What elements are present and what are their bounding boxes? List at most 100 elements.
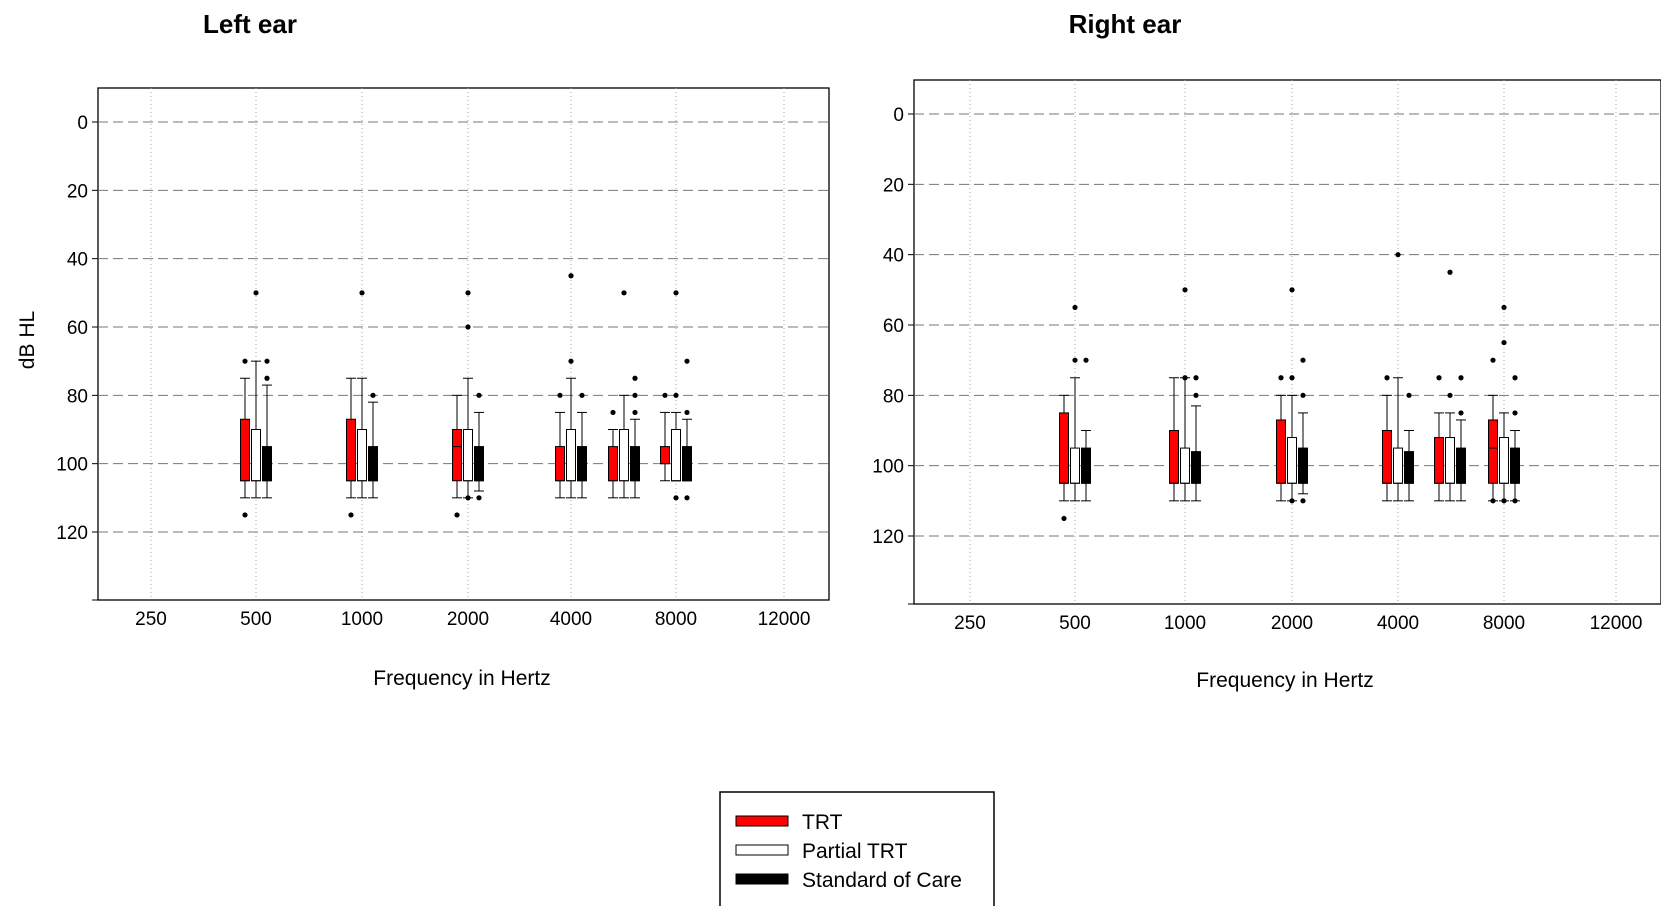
outlier-point	[465, 495, 471, 501]
legend-swatch-partial-trt	[735, 844, 789, 856]
box-body	[1169, 430, 1179, 484]
outlier-point	[1384, 375, 1390, 381]
x-axis-label-right: Frequency in Hertz	[1196, 669, 1373, 692]
y-tick-label: 40	[67, 250, 88, 271]
box-body	[368, 446, 378, 482]
outlier-point	[662, 392, 668, 398]
chart-title-right: Right ear	[1069, 9, 1182, 39]
box-body	[1499, 437, 1509, 484]
x-tick-label: 2000	[447, 609, 489, 630]
outlier-point	[579, 392, 585, 398]
outlier-point	[632, 392, 638, 398]
outlier-point	[1061, 515, 1067, 522]
y-tick-label: 20	[883, 175, 904, 196]
y-tick-label: 20	[67, 181, 88, 202]
outlier-point	[253, 290, 259, 296]
outlier-point	[568, 273, 574, 279]
box-body	[346, 418, 356, 482]
legend-frame	[719, 791, 995, 906]
outlier-point	[1406, 392, 1412, 398]
outlier-point	[557, 392, 563, 398]
box-body	[1191, 451, 1201, 484]
outlier-point	[348, 512, 354, 518]
x-tick-label: 250	[135, 609, 167, 630]
box-body	[1382, 430, 1392, 484]
outlier-point	[1512, 410, 1518, 416]
box-body	[619, 429, 629, 482]
outlier-point	[1289, 287, 1295, 293]
outlier-point	[476, 495, 482, 501]
y-tick-label: 0	[77, 113, 88, 134]
right-ear-chart: Right ear Frequency in Hertz 250 500 1000 2…	[872, 9, 1661, 692]
outlier-point	[621, 290, 627, 296]
box-body	[474, 446, 484, 482]
outlier-point	[1458, 410, 1464, 416]
box-body	[671, 429, 681, 482]
x-tick-label: 250	[954, 613, 986, 634]
outlier-point	[1458, 375, 1464, 381]
outlier-point	[632, 409, 638, 416]
outlier-point	[1501, 304, 1507, 311]
outlier-point	[632, 375, 638, 381]
outlier-point	[1395, 252, 1401, 258]
outlier-point	[465, 290, 471, 296]
outlier-point	[1490, 357, 1496, 363]
box-body	[1488, 419, 1498, 484]
x-tick-label: 1000	[341, 609, 383, 630]
box-body	[357, 429, 367, 482]
y-tick-label: 40	[883, 246, 904, 267]
box-body	[1434, 437, 1444, 484]
box-body	[1287, 437, 1297, 484]
legend: TRT Partial TRT Standard of Care	[719, 791, 995, 906]
outlier-point	[476, 392, 482, 398]
outlier-point	[1072, 304, 1078, 311]
outlier-point	[1512, 498, 1518, 504]
box-body	[1070, 447, 1080, 484]
y-tick-label: 0	[893, 105, 904, 126]
legend-label-trt: TRT	[802, 811, 843, 834]
outlier-point	[684, 409, 690, 416]
outlier-point	[1447, 269, 1453, 275]
y-tick-label: 60	[883, 316, 904, 337]
box-body	[682, 446, 692, 482]
x-tick-label: 1000	[1164, 613, 1206, 634]
outlier-point	[370, 392, 376, 398]
legend-label-partial-trt: Partial TRT	[802, 840, 908, 863]
outlier-point	[1447, 392, 1453, 398]
box-body	[555, 446, 565, 482]
left-ear-chart: Left ear dB HL Frequency in Hertz 250 500…	[16, 9, 830, 690]
outlier-point	[1278, 375, 1284, 381]
outlier-point	[264, 375, 270, 381]
box-body	[660, 446, 670, 465]
outlier-point	[242, 358, 248, 364]
outlier-point	[673, 392, 679, 398]
box-body	[1059, 412, 1069, 484]
x-tick-label: 4000	[550, 609, 592, 630]
outlier-point	[1083, 357, 1089, 363]
outlier-point	[684, 358, 690, 364]
outlier-point	[1193, 375, 1199, 381]
outlier-point	[1072, 357, 1078, 363]
box-body	[608, 446, 618, 482]
box-body	[262, 446, 272, 482]
outlier-point	[684, 495, 690, 501]
y-tick-label: 60	[67, 318, 88, 339]
box-body	[1081, 447, 1091, 484]
box-body	[1456, 447, 1466, 484]
outlier-point	[1501, 498, 1507, 504]
legend-swatch-standard-of-care	[735, 873, 789, 885]
y-tick-label: 80	[883, 386, 904, 407]
outlier-point	[610, 409, 616, 416]
outlier-point	[242, 512, 248, 518]
outlier-point	[454, 512, 460, 518]
plot-frame	[913, 79, 1661, 605]
outlier-point	[1436, 375, 1442, 381]
x-tick-label: 8000	[1483, 613, 1525, 634]
box-body	[1445, 437, 1455, 484]
outlier-point	[1501, 339, 1507, 346]
outlier-point	[1193, 392, 1199, 398]
y-tick-label: 120	[872, 527, 904, 548]
outlier-point	[673, 290, 679, 296]
box-body	[566, 429, 576, 482]
